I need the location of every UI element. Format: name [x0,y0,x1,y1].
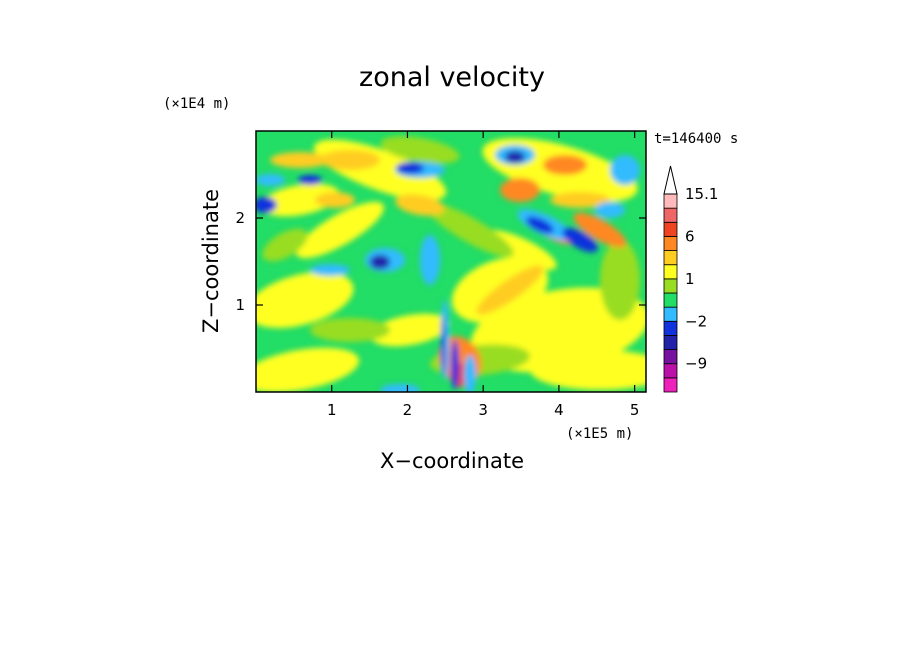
x-tick-label-3: 4 [554,401,564,419]
colorbar-segment-7 [663,278,678,294]
field-blobs [256,136,646,392]
colorbar: 15.1 6 1 −2 −9 [663,165,718,393]
colorbar-label-3: −2 [685,312,707,330]
colorbar-segment-5 [663,306,678,322]
colorbar-segment-2 [663,349,678,365]
y-tick-label-1: 2 [235,209,245,227]
colorbar-segment-10 [663,236,678,251]
y-tick-label-0: 1 [235,296,245,314]
time-label: t=146400 s [654,131,738,147]
colorbar-segment-12 [663,207,678,223]
plot-frame [255,130,647,393]
x-axis-label: X−coordinate [380,449,524,473]
colorbar-segment-6 [663,292,678,308]
x-axis-ticks: 1 2 3 4 5 [327,131,639,419]
colorbar-label-1: 6 [685,227,695,245]
x-tick-label-1: 2 [403,401,413,419]
colorbar-label-4: −9 [685,355,707,373]
colorbar-segment-11 [663,221,678,237]
colorbar-segment-9 [663,250,678,266]
x-tick-label-0: 1 [327,401,337,419]
plot-area [255,130,647,393]
colorbar-segment-4 [663,320,678,336]
y-axis-ticks: 12 [235,209,646,314]
x-tick-label-2: 3 [478,401,488,419]
velocity-field [256,136,646,392]
colorbar-segment-13 [663,193,678,209]
colorbar-segment-0 [663,377,678,393]
colorbar-label-0: 15.1 [685,185,718,203]
colorbar-label-2: 1 [685,270,695,288]
chart-title: zonal velocity [359,62,545,93]
y-unit-label: (×1E4 m) [163,96,230,112]
x-unit-label: (×1E5 m) [566,426,633,442]
colorbar-segment-1 [663,363,678,379]
colorbar-extend-arrow [663,165,678,195]
x-tick-label-4: 5 [630,401,640,419]
colorbar-segment-3 [663,335,678,350]
y-axis-label: Z−coordinate [199,189,223,333]
colorbar-segment-8 [663,264,678,280]
